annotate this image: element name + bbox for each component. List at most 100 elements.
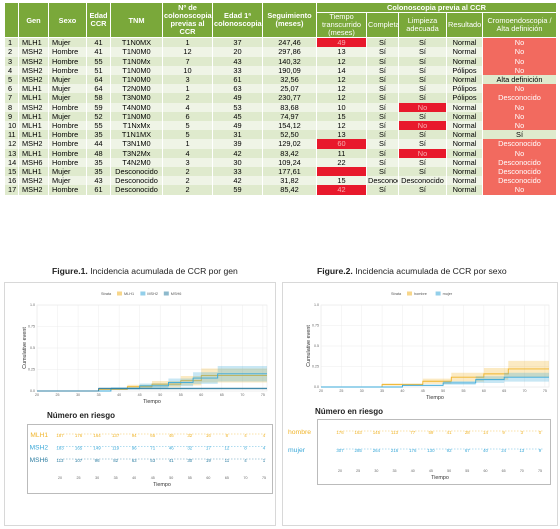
cell-sexo: Hombre	[48, 121, 87, 131]
cell-tnm: T1N1MX	[110, 130, 163, 140]
cell-edad1: 37	[212, 37, 263, 48]
cell-n: 9	[4, 111, 19, 122]
figure-2-risk-title: Número en riesgo	[315, 407, 384, 416]
cell-edad: 41	[86, 47, 111, 57]
series-line-msh6	[37, 387, 267, 392]
cell-ncol: 1	[162, 37, 213, 48]
cell-completa: Sí	[366, 157, 399, 168]
risk-x-tick-55: 55	[465, 469, 469, 473]
table-row: 8 MSH2 Hombre 59 T4N0M0 4 53 83,68 10 Sí No Normal N…	[4, 102, 558, 112]
cell-edad1: 31	[212, 130, 263, 140]
cell-sexo: Hombre	[48, 185, 87, 195]
figure-1-risk-table: MLH1 187 176 164 137 94 65 46 32 16 8 4 4 MSH2 183 165 1…	[27, 424, 273, 494]
risk-value: 216	[391, 448, 399, 453]
cell-resultado: Normal	[446, 167, 483, 177]
figure-2-label: Figure.2.	[317, 266, 353, 276]
cell-resultado: Normal	[446, 102, 483, 112]
cell-cromo: No	[481, 148, 558, 158]
risk-x-label: Tiempo	[153, 482, 171, 488]
cell-edad1: 49	[212, 121, 263, 131]
risk-x-tick-35: 35	[114, 476, 118, 480]
cell-resultado: Pólipos	[446, 93, 483, 103]
cell-edad: 64	[86, 84, 111, 94]
cell-gen: MSH2	[18, 56, 49, 66]
cell-tiempo: 22	[316, 157, 367, 168]
cell-limpieza: Sí	[398, 93, 447, 103]
cell-sexo: Hombre	[48, 148, 87, 158]
cell-tnm: T1N0M0	[110, 47, 163, 57]
x-tick-75: 75	[543, 389, 547, 393]
cell-n: 6	[4, 84, 19, 94]
col-tiempo: Tiempo transcurrido (meses)	[316, 12, 367, 39]
cell-tnm: T1N0M0	[110, 75, 163, 85]
chart-legend: Strata MLH1 MSH2 MSH6	[101, 291, 181, 296]
cell-gen: MSH6	[18, 157, 49, 168]
cell-ncol: 2	[162, 167, 213, 177]
risk-value: 113	[391, 430, 399, 435]
risk-x-tick-25: 25	[356, 469, 360, 473]
risk-x-tick-50: 50	[447, 469, 451, 473]
cell-gen: MLH1	[18, 84, 49, 94]
cell-ncol: 1	[162, 84, 213, 94]
cell-resultado: Normal	[446, 185, 483, 195]
table-row: 17 MSH2 Hombre 61 Desconocido 2 59 85,42 42 Sí Sí N…	[4, 185, 558, 195]
cell-cromo: No	[481, 47, 558, 57]
risk-value: 63	[132, 458, 137, 463]
cell-n: 5	[4, 75, 19, 85]
cell-tiempo: 11	[316, 148, 367, 158]
risk-value: 149	[93, 446, 101, 451]
cell-resultado: Normal	[446, 130, 483, 140]
y-tick-0: 0.0	[30, 389, 35, 393]
cell-resultado: Pólipos	[446, 84, 483, 94]
y-tick-1: 0.25	[312, 365, 319, 369]
risk-value: 307	[336, 448, 344, 453]
table-row: 7 MLH1 Mujer 58 T3N0M0 2 49 230,77 12 Sí Sí Pólipos…	[4, 93, 558, 103]
cell-n: 3	[4, 56, 19, 66]
risk-value: 53	[150, 458, 155, 463]
risk-value: 32	[187, 433, 192, 438]
risk-x-tick-75: 75	[538, 469, 542, 473]
cell-n: 16	[4, 176, 19, 186]
cell-ncol: 5	[162, 121, 213, 131]
risk-value: 145	[373, 430, 381, 435]
cell-sexo: Mujer	[48, 75, 87, 85]
series-line-mujer	[321, 376, 549, 388]
x-tick-40: 40	[400, 389, 404, 393]
x-tick-25: 25	[339, 389, 343, 393]
risk-value: 264	[373, 448, 381, 453]
cell-limpieza: Sí	[398, 75, 447, 85]
cell-edad: 35	[86, 157, 111, 168]
cell-sexo: Hombre	[48, 130, 87, 140]
risk-value: 46	[169, 433, 174, 438]
risk-x-tick-60: 60	[206, 476, 210, 480]
risk-value: 41	[169, 458, 174, 463]
cell-ncol: 5	[162, 130, 213, 140]
legend-label-mlh1: MLH1	[124, 292, 134, 296]
cell-gen: MLH1	[18, 93, 49, 103]
x-tick-35: 35	[97, 393, 101, 397]
cell-completa: Sí	[366, 148, 399, 158]
cell-completa: Sí	[366, 111, 399, 122]
risk-row-label-mlh1: MLH1	[30, 432, 48, 439]
cell-ncol: 6	[162, 111, 213, 122]
risk-x-tick-35: 35	[393, 469, 397, 473]
cell-cromo: No	[481, 111, 558, 122]
cell-cromo: No	[481, 56, 558, 66]
cell-completa: Sí	[366, 47, 399, 57]
cell-resultado: Normal	[446, 139, 483, 149]
series-band-mlh1	[37, 368, 267, 391]
cell-edad: 35	[86, 130, 111, 140]
series-line-hombre	[321, 368, 549, 388]
cell-limpieza: Sí	[398, 47, 447, 57]
cell-sexo: Mujer	[48, 176, 87, 186]
cell-limpieza: Sí	[398, 167, 447, 177]
cell-resultado: Normal	[446, 121, 483, 131]
cell-tiempo: 12	[316, 121, 367, 131]
cell-n: 14	[4, 157, 19, 168]
cell-gen: MLH1	[18, 37, 49, 48]
risk-value: 187	[56, 433, 64, 438]
cell-completa: Desconocido	[366, 176, 399, 186]
risk-x-label: Tiempo	[431, 475, 449, 481]
cell-sexo: Hombre	[48, 65, 87, 76]
col-group-colonoscopia: Colonoscopia previa al CCR	[315, 1, 558, 14]
